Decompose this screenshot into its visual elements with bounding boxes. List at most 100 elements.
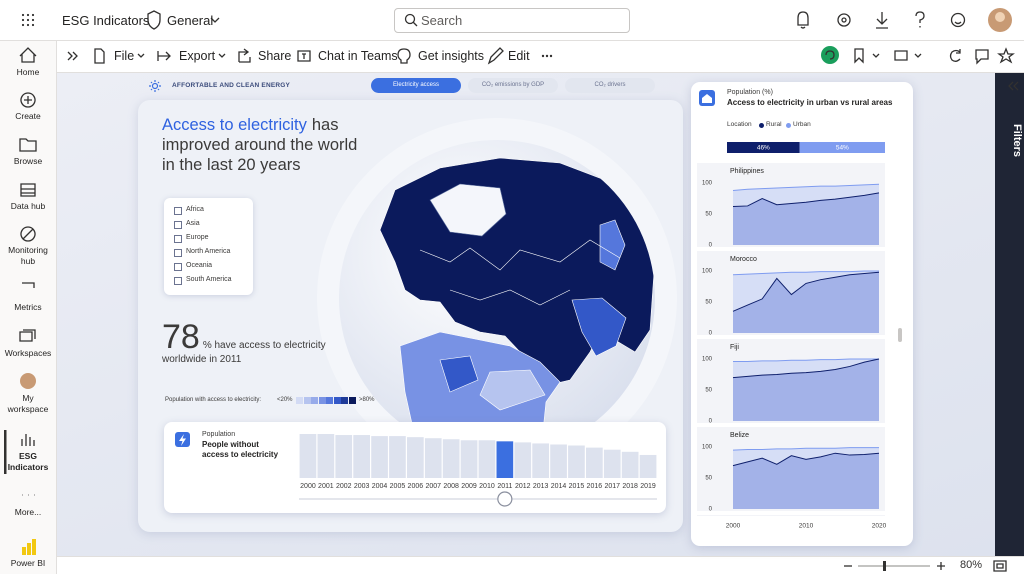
nav-item[interactable]: Power BI [10, 558, 46, 568]
nav-item[interactable]: Data hub [10, 201, 46, 211]
nav-item[interactable]: Metrics [14, 302, 42, 312]
bar [550, 444, 567, 478]
more-icon [545, 54, 549, 58]
y-tick-label: 0 [709, 243, 713, 249]
app-launcher-dot [21, 18, 25, 22]
nav-icon [20, 226, 36, 242]
search-box[interactable] [394, 8, 630, 33]
refresh-icon [949, 49, 961, 62]
checkbox-label: South America [186, 276, 232, 283]
toolbar-icon [157, 51, 171, 61]
share-segment [799, 142, 885, 153]
y-tick-label: 50 [705, 300, 712, 306]
y-tick-label: 50 [705, 476, 712, 482]
zoom-thumb [883, 561, 886, 571]
app-title: ESG Indicators [62, 13, 150, 28]
bar [514, 442, 532, 478]
comment-icon [975, 49, 989, 65]
report-tab[interactable]: CO₂ emissions by GDP [468, 78, 558, 93]
avatar [995, 12, 1005, 22]
nav-item[interactable]: Browse [13, 156, 43, 166]
urban-line [733, 358, 879, 362]
nav-item[interactable]: My workspace [7, 393, 49, 414]
rural-area [733, 192, 879, 245]
app-launcher-dot [31, 23, 35, 27]
refresh-visuals [825, 50, 835, 60]
y-tick-label: 0 [709, 419, 713, 425]
y-tick-label: 50 [705, 212, 712, 218]
nav-item[interactable]: Home [16, 67, 40, 77]
scrollbar-thumb[interactable] [898, 328, 902, 342]
checkbox[interactable] [174, 263, 182, 271]
bar [568, 445, 585, 478]
checkbox[interactable] [174, 207, 182, 215]
bar [621, 451, 639, 478]
urban-line [733, 535, 879, 537]
checkbox[interactable] [174, 249, 182, 257]
toolbar-button[interactable]: Share [258, 49, 292, 63]
toolbar-button[interactable]: Export [179, 49, 216, 63]
panel-name: Belize [730, 432, 749, 439]
app-launcher-dot [21, 13, 25, 17]
x-tick-label: 2007 [425, 483, 441, 490]
legend-swatch [296, 397, 303, 404]
chevron-icon [137, 53, 145, 58]
section-icon [149, 80, 161, 92]
checkbox[interactable] [174, 235, 182, 243]
x-tick-label: 2019 [640, 483, 656, 490]
checkbox[interactable] [174, 277, 182, 285]
nav-item[interactable]: Create [15, 111, 41, 121]
bar [460, 440, 478, 478]
report-tab[interactable]: Electricity access [371, 78, 461, 93]
panel-name: Philippines [730, 168, 764, 175]
bar [603, 449, 621, 478]
legend-entry: Rural [766, 121, 782, 128]
toolbar-button[interactable]: Chat in Teams [318, 49, 398, 63]
urban-line [732, 270, 879, 276]
checkbox-label: Asia [186, 220, 200, 227]
filters-pane[interactable] [995, 73, 1024, 556]
x-tick-label: 2010 [799, 523, 814, 530]
sensitivity-label[interactable]: General [167, 13, 214, 28]
nav-icon [19, 329, 36, 342]
y-tick-label: 0 [709, 507, 713, 513]
urban-line [732, 447, 879, 451]
checkbox[interactable] [174, 221, 182, 229]
y-tick-label: 50 [705, 388, 712, 394]
toolbar-icon [238, 48, 251, 63]
x-tick-label: 2001 [318, 483, 334, 490]
favorite-icon [997, 47, 1015, 64]
x-tick-label: 2004 [372, 483, 388, 490]
filters-label[interactable]: Filters [1011, 124, 1023, 158]
feedback-icon [954, 21, 962, 25]
y-tick-label: 50 [705, 564, 712, 570]
legend-dot [759, 123, 764, 128]
legend-entry: Urban [793, 121, 811, 128]
toolbar-button[interactable]: Edit [508, 49, 530, 63]
nav-item[interactable]: Workspaces [4, 348, 52, 358]
left-nav [0, 41, 57, 574]
feedback-icon [950, 12, 966, 28]
y-tick-label: 100 [702, 445, 713, 451]
x-tick-label: 2002 [336, 483, 352, 490]
rural-area [733, 453, 879, 509]
report-tab[interactable]: CO₂ drivers [565, 78, 655, 93]
toolbar-button[interactable]: File [114, 49, 135, 63]
bar [299, 434, 317, 478]
search-placeholder[interactable]: Search [421, 13, 463, 28]
toolbar-icon [94, 48, 105, 64]
nav-item[interactable]: ESG Indicators [7, 451, 49, 472]
region-filter[interactable]: Africa Asia Europe North America Oceania Sout… [164, 198, 253, 295]
legend-dot [786, 123, 791, 128]
rural-line [733, 539, 879, 553]
card-title: People without access to electricity [202, 440, 279, 459]
play-axis-thumb [497, 491, 513, 507]
nav-item[interactable]: Monitoring hub [8, 245, 48, 266]
nav-item[interactable]: More... [14, 507, 42, 517]
app-launcher-dot [21, 23, 25, 27]
region [439, 355, 479, 393]
toolbar-button[interactable]: Get insights [418, 49, 485, 63]
legend-swatch [311, 397, 318, 404]
bar [442, 439, 460, 478]
